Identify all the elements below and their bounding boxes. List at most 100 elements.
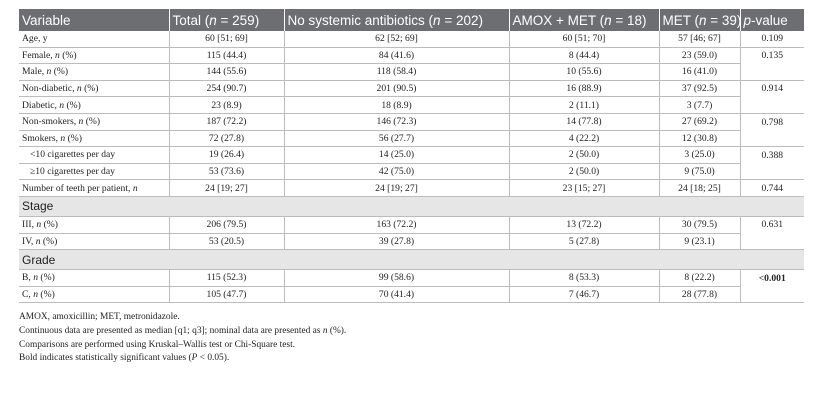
- table-container: Variable Total (n = 259) No systemic ant…: [19, 9, 804, 366]
- cell-value: 254 (90.7): [168, 80, 284, 98]
- row-label: Non-smokers, n (%): [19, 113, 169, 131]
- cell-value: 105 (47.7): [168, 286, 284, 304]
- cell-value: 2 (50.0): [508, 146, 659, 164]
- cell-value: 12 (30.8): [658, 130, 740, 148]
- table-row: Number of teeth per patient, n 24 [19; 27…: [19, 179, 804, 197]
- cell-value: 27 (69.2): [658, 113, 740, 131]
- footnote: Comparisons are performed using Kruskal–…: [19, 339, 296, 350]
- cell-value: 37 (92.5): [658, 80, 740, 98]
- cell-value: 14 (77.8): [508, 113, 659, 131]
- table-row: Non-diabetic, n (%) 254 (90.7) 201 (90.5) 1…: [19, 80, 804, 98]
- cell-value: 99 (58.6): [283, 269, 509, 287]
- row-label: B, n (%): [19, 269, 169, 287]
- cell-value: 23 [15; 27]: [508, 179, 659, 197]
- table-row: Age, y 60 [51; 69] 62 [52; 69] 60 [51; 70] 5…: [19, 31, 804, 48]
- header-met: MET (n = 39): [658, 9, 740, 31]
- cell-value: 23 (59.0): [658, 47, 740, 65]
- cell-value: 3 (7.7): [658, 96, 740, 114]
- cell-value: 8 (44.4): [508, 47, 659, 65]
- cell-value: 163 (72.2): [283, 216, 509, 234]
- p-value-cell: 0.744: [739, 179, 804, 197]
- cell-value: 24 [19; 27]: [168, 179, 284, 197]
- cell-value: 146 (72.3): [283, 113, 509, 131]
- section-grade: Grade: [19, 249, 804, 271]
- cell-value: 16 (88.9): [508, 80, 659, 98]
- section-title: Grade: [19, 249, 804, 271]
- section-title: Stage: [19, 196, 804, 217]
- table-row: III, n (%) 206 (79.5) 163 (72.2) 13 (72.2) 3…: [19, 216, 804, 234]
- cell-value: 18 (8.9): [283, 96, 509, 114]
- table-row: B, n (%) 115 (52.3) 99 (58.6) 8 (53.3) 8 (22…: [19, 269, 804, 287]
- cell-value: 206 (79.5): [168, 216, 284, 234]
- table-row: Diabetic, n (%) 23 (8.9) 18 (8.9) 2 (11.1) 3…: [19, 96, 804, 114]
- header-p-value: p-value: [739, 9, 804, 31]
- cell-value: 56 (27.7): [283, 130, 509, 148]
- cell-value: 115 (52.3): [168, 269, 284, 287]
- cell-value: 5 (27.8): [508, 233, 659, 251]
- table-row: Male, n (%) 144 (55.6) 118 (58.4) 10 (55.6)…: [19, 63, 804, 81]
- cell-value: 144 (55.6): [168, 63, 284, 81]
- header-no-antibiotics: No systemic antibiotics (n = 202): [283, 9, 509, 31]
- cell-value: 19 (26.4): [168, 146, 284, 164]
- cell-value: 30 (79.5): [658, 216, 740, 234]
- characteristics-table: Variable Total (n = 259) No systemic ant…: [19, 9, 804, 304]
- cell-value: 2 (50.0): [508, 163, 659, 181]
- cell-value: 9 (23.1): [658, 233, 740, 251]
- row-label: Diabetic, n (%): [19, 96, 169, 114]
- cell-value: 13 (72.2): [508, 216, 659, 234]
- cell-value: 60 [51; 69]: [168, 31, 284, 48]
- cell-value: 28 (77.8): [658, 286, 740, 304]
- cell-value: 3 (25.0): [658, 146, 740, 164]
- cell-value: 24 [18; 25]: [658, 179, 740, 197]
- cell-value: 53 (20.5): [168, 233, 284, 251]
- cell-value: 10 (55.6): [508, 63, 659, 81]
- cell-value: 60 [51; 70]: [508, 31, 659, 48]
- row-label: <10 cigarettes per day: [19, 146, 169, 164]
- section-stage: Stage: [19, 196, 804, 217]
- cell-value: 23 (8.9): [168, 96, 284, 114]
- row-label: Female, n (%): [19, 47, 169, 65]
- cell-value: 9 (75.0): [658, 163, 740, 181]
- row-label: ≥10 cigarettes per day: [19, 163, 169, 181]
- p-value-cell: 0.798: [739, 113, 804, 131]
- table-row: Non-smokers, n (%) 187 (72.2) 146 (72.3) 14…: [19, 113, 804, 131]
- row-label: C, n (%): [19, 286, 169, 304]
- footnote: Bold indicates statistically significant…: [19, 353, 230, 364]
- p-value-cell: 0.135: [739, 47, 804, 64]
- cell-value: 7 (46.7): [508, 286, 659, 304]
- cell-value: 118 (58.4): [283, 63, 509, 81]
- p-value-cell: [739, 130, 804, 148]
- cell-value: 84 (41.6): [283, 47, 509, 65]
- table-row: ≥10 cigarettes per day 53 (73.6) 42 (75.0)…: [19, 163, 804, 181]
- row-label: Age, y: [19, 31, 169, 48]
- header-total: Total (n = 259): [168, 9, 284, 31]
- p-value-cell: [739, 96, 804, 114]
- cell-value: 8 (22.2): [658, 269, 740, 287]
- p-value-cell: 0.631: [739, 216, 804, 234]
- footnote: AMOX, amoxicillin; MET, metronidazole.: [19, 312, 180, 323]
- p-value-cell: [739, 233, 804, 251]
- table-row: C, n (%) 105 (47.7) 70 (41.4) 7 (46.7) 28 (7…: [19, 286, 804, 304]
- cell-value: 2 (11.1): [508, 96, 659, 114]
- cell-value: 8 (53.3): [508, 269, 659, 287]
- p-value-cell: 0.109: [739, 31, 804, 48]
- cell-value: 62 [52; 69]: [283, 31, 509, 48]
- cell-value: 187 (72.2): [168, 113, 284, 131]
- footnote: Continuous data are presented as median …: [19, 325, 347, 336]
- cell-value: 70 (41.4): [283, 286, 509, 304]
- header-amox-met: AMOX + MET (n = 18): [508, 9, 659, 31]
- cell-value: 4 (22.2): [508, 130, 659, 148]
- cell-value: 57 [46; 67]: [658, 31, 740, 48]
- header-row: Variable Total (n = 259) No systemic ant…: [19, 9, 804, 31]
- table-row: <10 cigarettes per day 19 (26.4) 14 (25.0)…: [19, 146, 804, 164]
- row-label: Smokers, n (%): [19, 130, 169, 148]
- cell-value: 53 (73.6): [168, 163, 284, 181]
- p-value-cell: 0.914: [739, 80, 804, 97]
- row-label: Male, n (%): [19, 63, 169, 81]
- cell-value: 39 (27.8): [283, 233, 509, 251]
- row-label: IV, n (%): [19, 233, 169, 251]
- cell-value: 201 (90.5): [283, 80, 509, 98]
- table-row: Female, n (%) 115 (44.4) 84 (41.6) 8 (44.4)…: [19, 47, 804, 65]
- cell-value: 115 (44.4): [168, 47, 284, 65]
- table-row: Smokers, n (%) 72 (27.8) 56 (27.7) 4 (22.2)…: [19, 130, 804, 148]
